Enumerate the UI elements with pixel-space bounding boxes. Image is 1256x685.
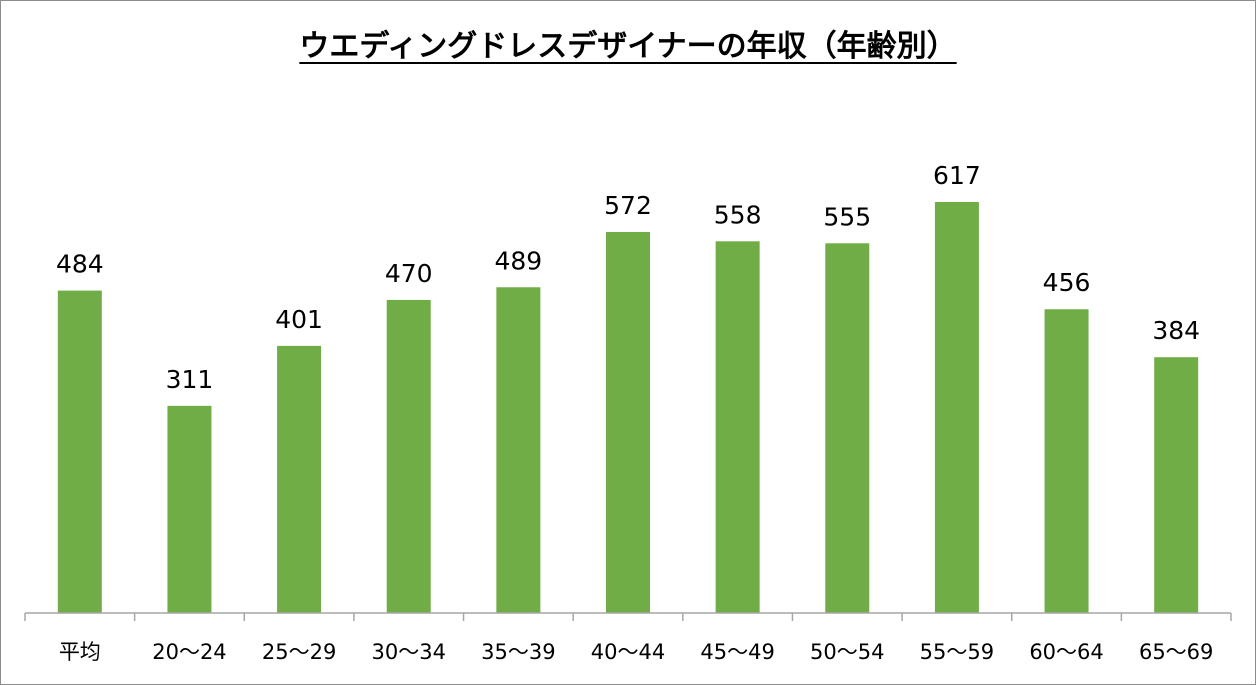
bar bbox=[1044, 309, 1089, 613]
x-tick-label: 平均 bbox=[59, 640, 101, 664]
chart-title-text: ウエディングドレスデザイナーの年収（年齢別） bbox=[299, 29, 957, 64]
data-label: 456 bbox=[1043, 268, 1091, 297]
bar bbox=[57, 290, 102, 613]
x-axis bbox=[24, 612, 1232, 621]
bar bbox=[715, 241, 760, 613]
data-labels-group: 484 311 401 470 489 572 558 555 617 456 384 bbox=[56, 161, 1200, 394]
data-label: 489 bbox=[495, 246, 543, 275]
bar bbox=[167, 405, 212, 613]
x-tick-label: 65〜69 bbox=[1139, 640, 1213, 664]
x-tick-label: 30〜34 bbox=[372, 640, 446, 664]
data-label: 572 bbox=[604, 191, 652, 220]
x-tick-labels-group: 平均 20〜24 25〜29 30〜34 35〜39 40〜44 45〜49 50〜54 55〜… bbox=[59, 640, 1214, 664]
bar bbox=[277, 345, 322, 613]
data-label: 617 bbox=[933, 161, 981, 190]
bar bbox=[606, 231, 650, 613]
data-label: 311 bbox=[166, 365, 214, 394]
data-label: 555 bbox=[823, 202, 871, 231]
x-tick-label: 40〜44 bbox=[591, 640, 665, 664]
bars-group bbox=[57, 202, 1199, 613]
bar bbox=[1154, 357, 1199, 613]
data-label: 470 bbox=[385, 259, 433, 288]
chart-title: ウエディングドレスデザイナーの年収（年齢別） bbox=[1, 27, 1255, 67]
data-label: 484 bbox=[56, 250, 104, 279]
data-label: 384 bbox=[1152, 316, 1200, 345]
bar bbox=[934, 202, 979, 613]
data-label: 558 bbox=[714, 200, 762, 229]
x-tick-label: 20〜24 bbox=[152, 640, 226, 664]
x-tick-label: 25〜29 bbox=[262, 640, 336, 664]
bar bbox=[386, 299, 431, 613]
bar bbox=[825, 243, 870, 613]
x-tick-label: 55〜59 bbox=[920, 640, 994, 664]
data-label: 401 bbox=[275, 305, 323, 334]
x-tick-label: 45〜49 bbox=[700, 640, 774, 664]
x-tick-label: 50〜54 bbox=[810, 640, 884, 664]
x-tick-label: 35〜39 bbox=[481, 640, 555, 664]
x-tick-label: 60〜64 bbox=[1029, 640, 1103, 664]
bar bbox=[496, 287, 541, 613]
